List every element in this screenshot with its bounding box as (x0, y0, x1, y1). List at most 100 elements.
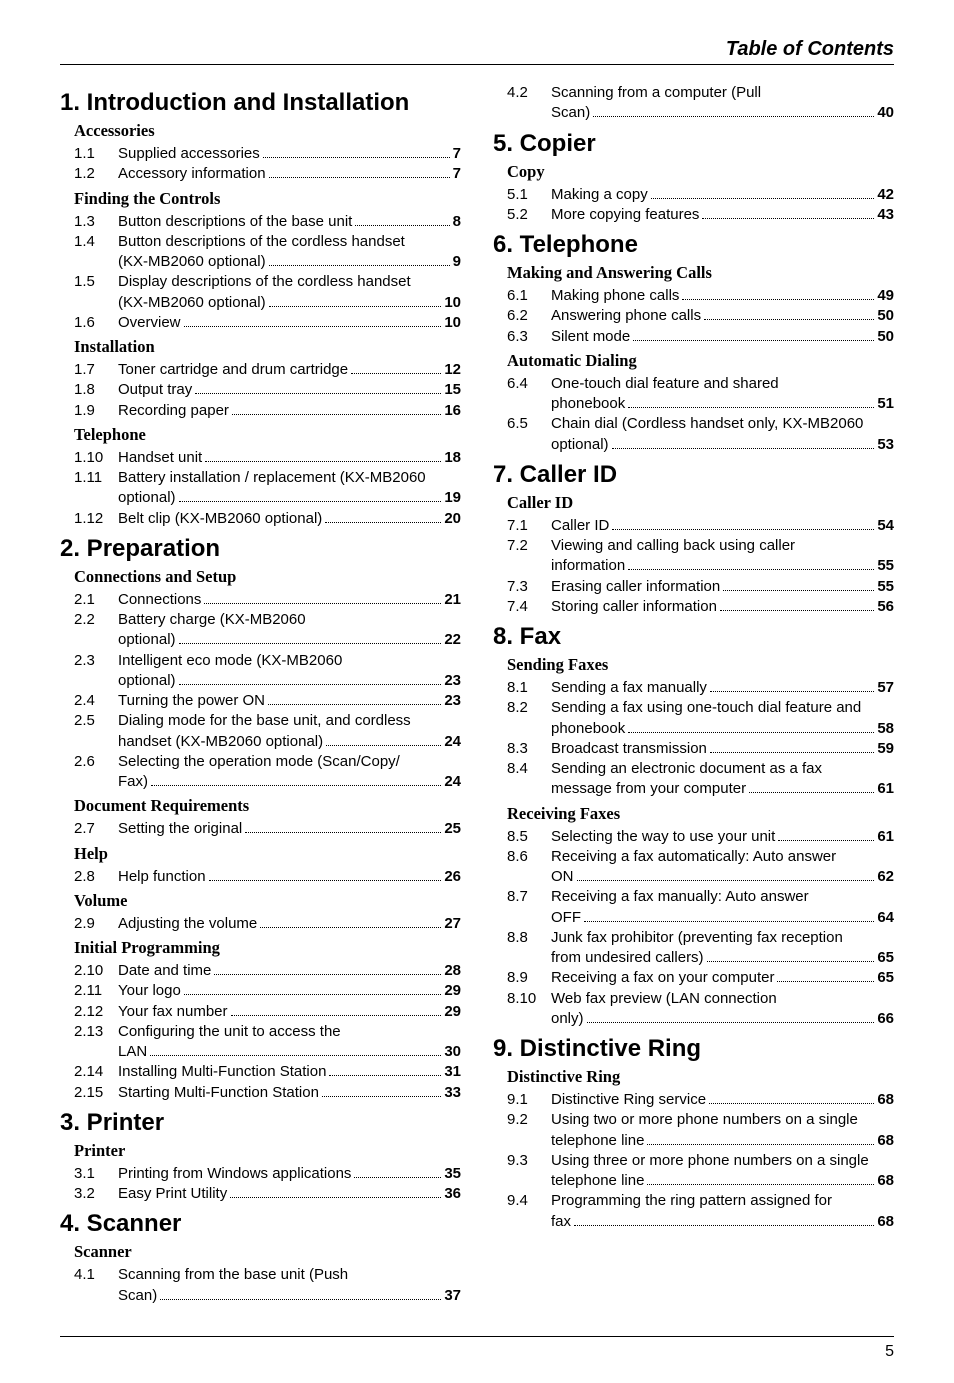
entry-page: 61 (877, 779, 894, 799)
section-heading: Finding the Controls (74, 189, 461, 209)
entry-line-text: Connections (118, 590, 201, 610)
entry-page: 50 (877, 306, 894, 326)
entry-line-text: Junk fax prohibitor (preventing fax rece… (551, 928, 843, 948)
entry-text: Chain dial (Cordless handset only, KX-MB… (551, 414, 894, 455)
entry-page: 28 (444, 961, 461, 981)
toc-entry: 1.3Button descriptions of the base unit … (74, 212, 461, 232)
leader-dots (269, 265, 450, 266)
entry-text: Your fax number 29 (118, 1002, 461, 1022)
entry-number: 1.1 (74, 144, 118, 164)
entry-page: 53 (877, 435, 894, 455)
entry-line-text: Installing Multi-Function Station (118, 1062, 326, 1082)
toc-entry: 2.4Turning the power ON 23 (74, 691, 461, 711)
toc-entry: 7.2Viewing and calling back using caller… (507, 536, 894, 577)
entry-line-text: fax (551, 1212, 571, 1232)
entry-line-text: Toner cartridge and drum cartridge (118, 360, 348, 380)
entry-number: 2.15 (74, 1083, 118, 1103)
entry-line: Help function 26 (118, 867, 461, 887)
entry-number: 8.1 (507, 678, 551, 698)
entry-line-text: Scan) (551, 103, 590, 123)
toc-entry: 1.4Button descriptions of the cordless h… (74, 232, 461, 273)
footer: 5 (60, 1336, 894, 1361)
entry-line: (KX-MB2060 optional) 9 (118, 252, 461, 272)
entry-line: (KX-MB2060 optional) 10 (118, 293, 461, 313)
leader-dots (723, 590, 874, 591)
entry-line: phonebook 51 (551, 394, 894, 414)
entry-text: Handset unit 18 (118, 448, 461, 468)
chapter-heading: 3. Printer (60, 1109, 461, 1137)
entry-line: Sending a fax manually 57 (551, 678, 894, 698)
leader-dots (205, 461, 441, 462)
entry-page: 15 (444, 380, 461, 400)
entry-line: Button descriptions of the cordless hand… (118, 232, 461, 252)
entry-text: Sending an electronic document as a faxm… (551, 759, 894, 800)
section-heading: Receiving Faxes (507, 804, 894, 824)
leader-dots (214, 974, 441, 975)
entry-line: Scan) 40 (551, 103, 894, 123)
entry-page: 25 (444, 819, 461, 839)
entry-line-text: Button descriptions of the cordless hand… (118, 232, 405, 252)
leader-dots (179, 501, 442, 502)
toc-entry: 1.11Battery installation / replacement (… (74, 468, 461, 509)
toc-entry: 1.12Belt clip (KX-MB2060 optional) 20 (74, 509, 461, 529)
entry-line-text: ON (551, 867, 574, 887)
entry-number: 2.13 (74, 1022, 118, 1063)
entry-line: Answering phone calls 50 (551, 306, 894, 326)
entry-line: Belt clip (KX-MB2060 optional) 20 (118, 509, 461, 529)
entry-number: 8.8 (507, 928, 551, 969)
entry-text: Belt clip (KX-MB2060 optional) 20 (118, 509, 461, 529)
entry-line: Overview 10 (118, 313, 461, 333)
toc-entry: 1.1Supplied accessories 7 (74, 144, 461, 164)
entry-text: Intelligent eco mode (KX-MB2060optional)… (118, 651, 461, 692)
leader-dots (628, 407, 874, 408)
chapter-heading: 7. Caller ID (493, 461, 894, 489)
entry-line-text: Chain dial (Cordless handset only, KX-MB… (551, 414, 863, 434)
entry-page: 36 (444, 1184, 461, 1204)
entry-text: Web fax preview (LAN connectiononly) 66 (551, 989, 894, 1030)
entry-line: Caller ID 54 (551, 516, 894, 536)
entry-line: Selecting the operation mode (Scan/Copy/ (118, 752, 461, 772)
entry-line-text: Handset unit (118, 448, 202, 468)
entry-line: Supplied accessories 7 (118, 144, 461, 164)
entry-page: 61 (877, 827, 894, 847)
toc-entry: 1.10Handset unit 18 (74, 448, 461, 468)
toc-entry: 2.13Configuring the unit to access theLA… (74, 1022, 461, 1063)
entry-line: Your fax number 29 (118, 1002, 461, 1022)
entry-page: 68 (877, 1131, 894, 1151)
entry-page: 23 (444, 671, 461, 691)
entry-page: 37 (444, 1286, 461, 1306)
section-heading: Printer (74, 1141, 461, 1161)
entry-line: Erasing caller information 55 (551, 577, 894, 597)
entry-page: 24 (444, 732, 461, 752)
entry-text: Broadcast transmission 59 (551, 739, 894, 759)
toc-entry: 8.3Broadcast transmission 59 (507, 739, 894, 759)
entry-text: Overview 10 (118, 313, 461, 333)
entry-line-text: information (551, 556, 625, 576)
entry-page: 35 (444, 1164, 461, 1184)
entry-text: Distinctive Ring service 68 (551, 1090, 894, 1110)
entry-number: 1.6 (74, 313, 118, 333)
entry-line-text: Making a copy (551, 185, 648, 205)
entry-text: Accessory information 7 (118, 164, 461, 184)
entry-text: Receiving a fax automatically: Auto answ… (551, 847, 894, 888)
leader-dots (260, 927, 441, 928)
entry-line-text: Broadcast transmission (551, 739, 707, 759)
entry-page: 12 (444, 360, 461, 380)
entry-line-text: Scan) (118, 1286, 157, 1306)
leader-dots (577, 880, 875, 881)
entry-number: 1.8 (74, 380, 118, 400)
leader-dots (268, 704, 441, 705)
entry-line-text: More copying features (551, 205, 699, 225)
entry-line-text: handset (KX-MB2060 optional) (118, 732, 323, 752)
entry-line: telephone line 68 (551, 1131, 894, 1151)
entry-page: 24 (444, 772, 461, 792)
leader-dots (150, 1055, 441, 1056)
chapter-heading: 5. Copier (493, 130, 894, 158)
section-heading: Volume (74, 891, 461, 911)
header-title: Table of Contents (726, 38, 894, 61)
right-column: 4.2Scanning from a computer (PullScan) 4… (493, 83, 894, 1306)
toc-entry: 6.1Making phone calls 49 (507, 286, 894, 306)
entry-line-text: Recording paper (118, 401, 229, 421)
entry-line-text: Turning the power ON (118, 691, 265, 711)
entry-number: 2.1 (74, 590, 118, 610)
